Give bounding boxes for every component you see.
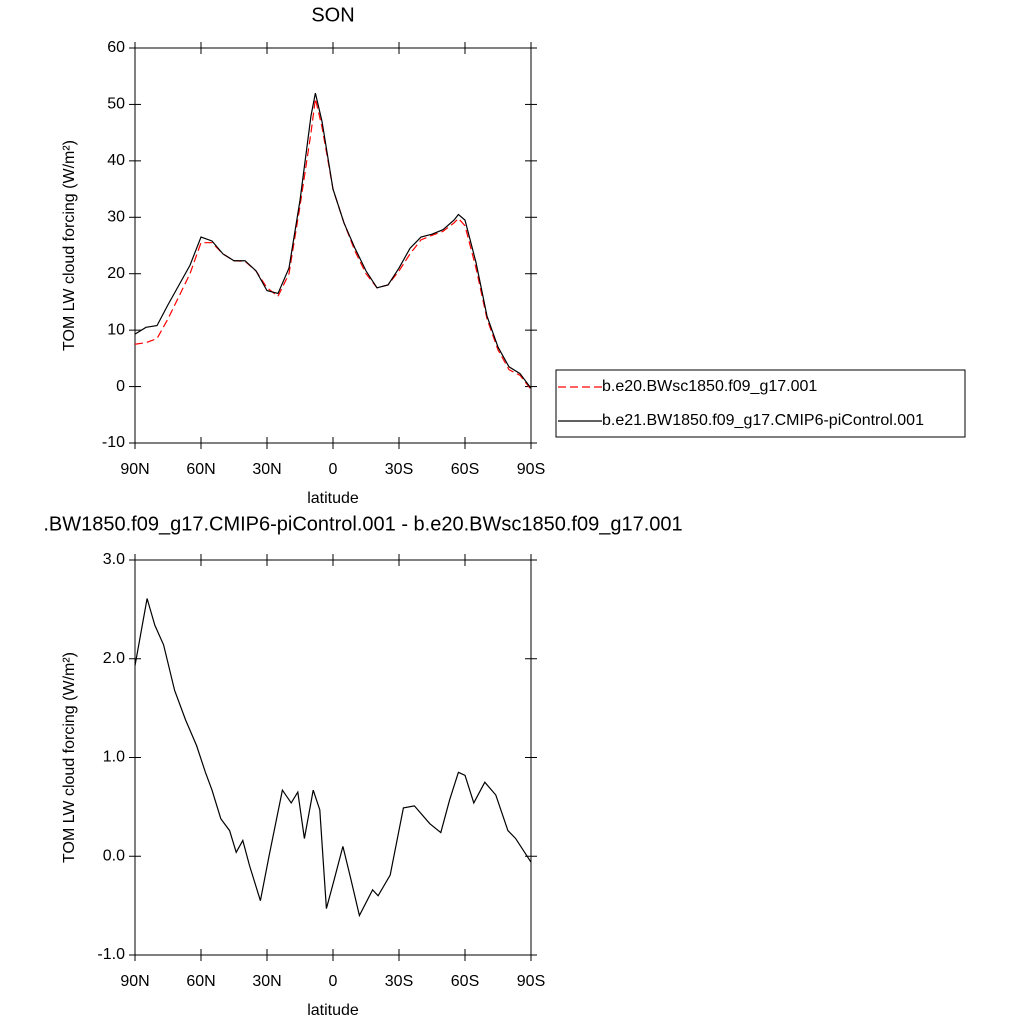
y-tick-label: 50	[107, 96, 125, 113]
y-tick-label: 40	[107, 152, 125, 169]
y-tick-label: 30	[107, 209, 125, 226]
chart-title: SON	[311, 4, 354, 26]
x-axis-label: latitude	[307, 490, 359, 507]
y-tick-label: 3.0	[103, 551, 125, 568]
x-tick-label: 90S	[517, 461, 545, 478]
y-tick-label: -1.0	[97, 946, 125, 963]
y-tick-label: 0.0	[103, 847, 125, 864]
x-tick-label: 60S	[451, 973, 479, 990]
y-axis-label: TOM LW cloud forcing (W/m²)	[61, 140, 78, 351]
x-tick-label: 60N	[186, 973, 215, 990]
y-tick-label: 60	[107, 39, 125, 56]
x-tick-label: 30N	[252, 461, 281, 478]
data-line	[134, 598, 532, 918]
x-tick-label: 0	[329, 973, 338, 990]
y-axis-label: TOM LW cloud forcing (W/m²)	[61, 652, 78, 863]
y-tick-label: 0	[116, 378, 125, 395]
legend-label: b.e21.BW1850.f09_g17.CMIP6-piControl.001	[602, 412, 924, 429]
y-tick-label: 20	[107, 265, 125, 282]
x-tick-label: 30S	[385, 461, 413, 478]
x-tick-label: 90N	[120, 973, 149, 990]
x-tick-label: 30S	[385, 973, 413, 990]
x-tick-label: 30N	[252, 973, 281, 990]
y-tick-label: -10	[102, 434, 125, 451]
legend-box	[555, 369, 966, 438]
x-tick-label: 0	[329, 461, 338, 478]
x-axis-label: latitude	[307, 1002, 359, 1019]
x-tick-label: 90S	[517, 973, 545, 990]
legend-label: b.e20.BWsc1850.f09_g17.001	[602, 378, 817, 395]
x-tick-label: 90N	[120, 461, 149, 478]
y-tick-label: 2.0	[103, 650, 125, 667]
x-tick-label: 60N	[186, 461, 215, 478]
chart-title: .BW1850.f09_g17.CMIP6-piControl.001 - b.…	[43, 513, 682, 535]
plot-frame	[134, 559, 532, 956]
x-tick-label: 60S	[451, 461, 479, 478]
y-tick-label: 1.0	[103, 749, 125, 766]
y-tick-label: 10	[107, 321, 125, 338]
data-line	[134, 93, 532, 389]
